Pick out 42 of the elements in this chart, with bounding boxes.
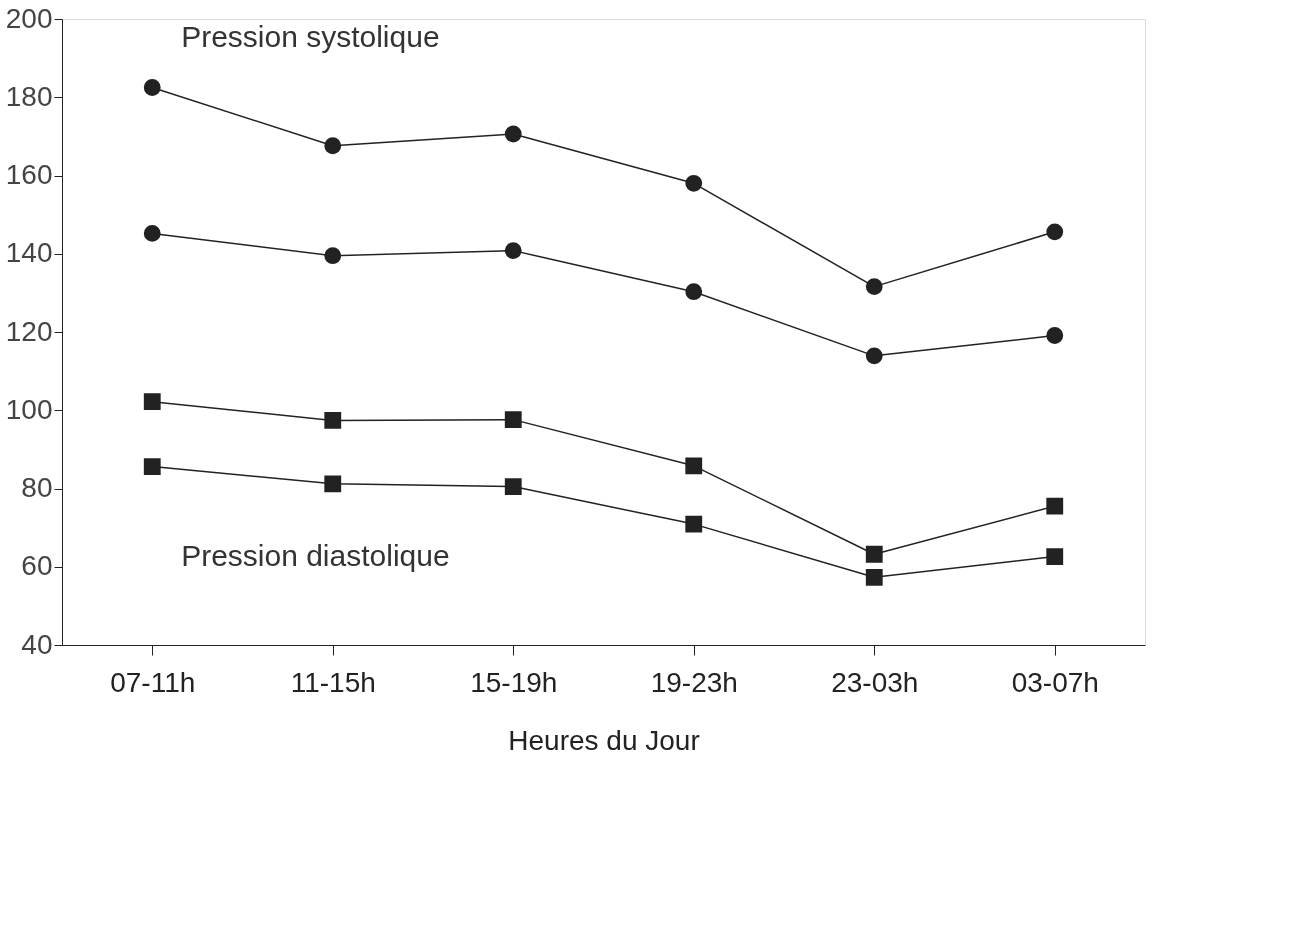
point <box>865 278 883 296</box>
point <box>143 79 161 96</box>
x-tick-label: 23-03h <box>831 666 919 698</box>
y-tick-label: 40 <box>21 628 53 660</box>
y-tick-label: 80 <box>21 472 53 503</box>
x-tick-label: 15-19h <box>470 666 558 698</box>
point <box>143 393 161 411</box>
point <box>324 137 342 155</box>
point <box>504 242 522 260</box>
point <box>685 283 703 301</box>
point <box>1046 223 1064 241</box>
point <box>685 174 703 192</box>
y-tick-label: 200 <box>5 2 53 34</box>
point <box>1046 548 1064 565</box>
point <box>865 568 883 586</box>
point <box>143 225 161 242</box>
x-tick-label: 11-15h <box>290 666 376 698</box>
annotation: Pression diastolique <box>181 539 450 573</box>
point <box>865 347 883 365</box>
point <box>504 411 522 429</box>
y-tick-label: 140 <box>5 237 53 269</box>
x-tick-label: 19-23h <box>650 666 738 698</box>
point <box>143 458 161 476</box>
x-axis-title: Heures du Jour <box>508 724 700 756</box>
point <box>324 475 342 493</box>
point <box>504 125 522 143</box>
y-tick-label: 120 <box>5 315 53 347</box>
y-tick-label: 60 <box>21 550 53 582</box>
point <box>1046 327 1064 344</box>
y-tick-label: 100 <box>5 393 53 425</box>
point <box>324 412 342 429</box>
point <box>685 515 703 533</box>
point <box>685 457 703 475</box>
y-tick-label: 160 <box>5 159 53 190</box>
point <box>324 247 342 265</box>
y-tick-label: 180 <box>5 80 53 112</box>
point <box>504 478 522 495</box>
x-tick-label: 07-11h <box>110 666 196 698</box>
x-tick-label: 03-07h <box>1011 666 1099 698</box>
annotation: Pression systolique <box>181 19 440 53</box>
point <box>865 545 883 563</box>
point <box>1046 497 1064 515</box>
